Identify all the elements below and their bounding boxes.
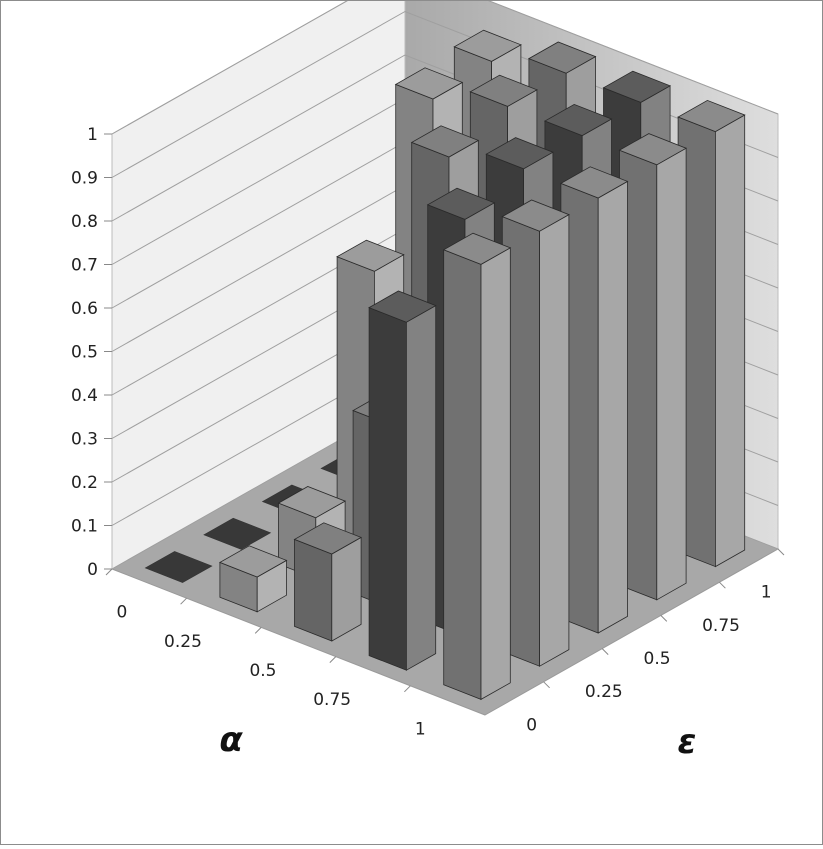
z-tick-label: 0.6 xyxy=(71,299,98,319)
x-tick-label: 0.5 xyxy=(249,661,276,681)
bar-alpha-0.25-eps-0 xyxy=(218,545,288,613)
z-tick-label: 0.8 xyxy=(71,212,98,232)
bar-alpha-0-eps-0 xyxy=(144,551,213,583)
bar-alpha-1-eps-0.25 xyxy=(501,199,570,667)
z-tick-label: 0.3 xyxy=(71,430,98,450)
x-tick-label: 0.75 xyxy=(313,690,351,710)
x-tick-mark xyxy=(180,597,187,605)
y-tick-label: 0.5 xyxy=(644,649,671,669)
z-tick-label: 0.7 xyxy=(71,256,98,276)
z-tick-label: 0.2 xyxy=(71,473,98,493)
bar-alpha-0.75-eps-0 xyxy=(368,290,437,671)
y-axis-title: ε xyxy=(678,722,697,762)
y-tick-label: 0.75 xyxy=(702,616,740,636)
x-axis-title: α xyxy=(219,720,243,760)
bar-alpha-1-eps-1 xyxy=(677,99,746,568)
x-tick-mark xyxy=(105,568,113,576)
bar-alpha-0-eps-0.25 xyxy=(203,517,272,550)
bar-alpha-0.5-eps-0 xyxy=(293,522,363,642)
y-tick-mark xyxy=(543,681,550,689)
bars xyxy=(144,29,746,701)
z-tick-label: 0.5 xyxy=(71,343,98,363)
x-tick-label: 0.25 xyxy=(164,632,202,652)
y-tick-label: 0 xyxy=(526,715,537,735)
z-tick-label: 0.4 xyxy=(71,386,98,406)
y-tick-mark xyxy=(777,548,785,556)
z-tick-label: 1 xyxy=(87,125,98,145)
y-tick-label: 0.25 xyxy=(585,682,623,702)
bar-alpha-1-eps-0.5 xyxy=(559,166,629,634)
y-tick-mark xyxy=(601,648,609,655)
gridline xyxy=(111,0,779,135)
z-tick-label: 0.1 xyxy=(71,517,98,537)
axis-labels: 0 0.1 0.2 0.3 0.4 0.5 0.6 0.7 0.8 0.9 1 1 0.75 0.5 0.2… xyxy=(71,125,785,762)
y-tick-mark xyxy=(660,615,668,622)
bar-alpha-1-eps-0.75 xyxy=(618,133,688,601)
y-tick-label: 1 xyxy=(761,583,772,603)
x-tick-label: 0 xyxy=(116,603,127,623)
y-tick-mark xyxy=(719,581,726,589)
bar-alpha-1-eps-0 xyxy=(442,232,512,701)
z-tick-label: 0 xyxy=(87,560,98,580)
x-tick-mark xyxy=(329,656,337,663)
x-tick-mark xyxy=(404,685,411,693)
x-tick-label: 1 xyxy=(415,719,426,739)
x-tick-mark xyxy=(254,627,262,634)
z-tick-label: 0.9 xyxy=(71,169,98,189)
